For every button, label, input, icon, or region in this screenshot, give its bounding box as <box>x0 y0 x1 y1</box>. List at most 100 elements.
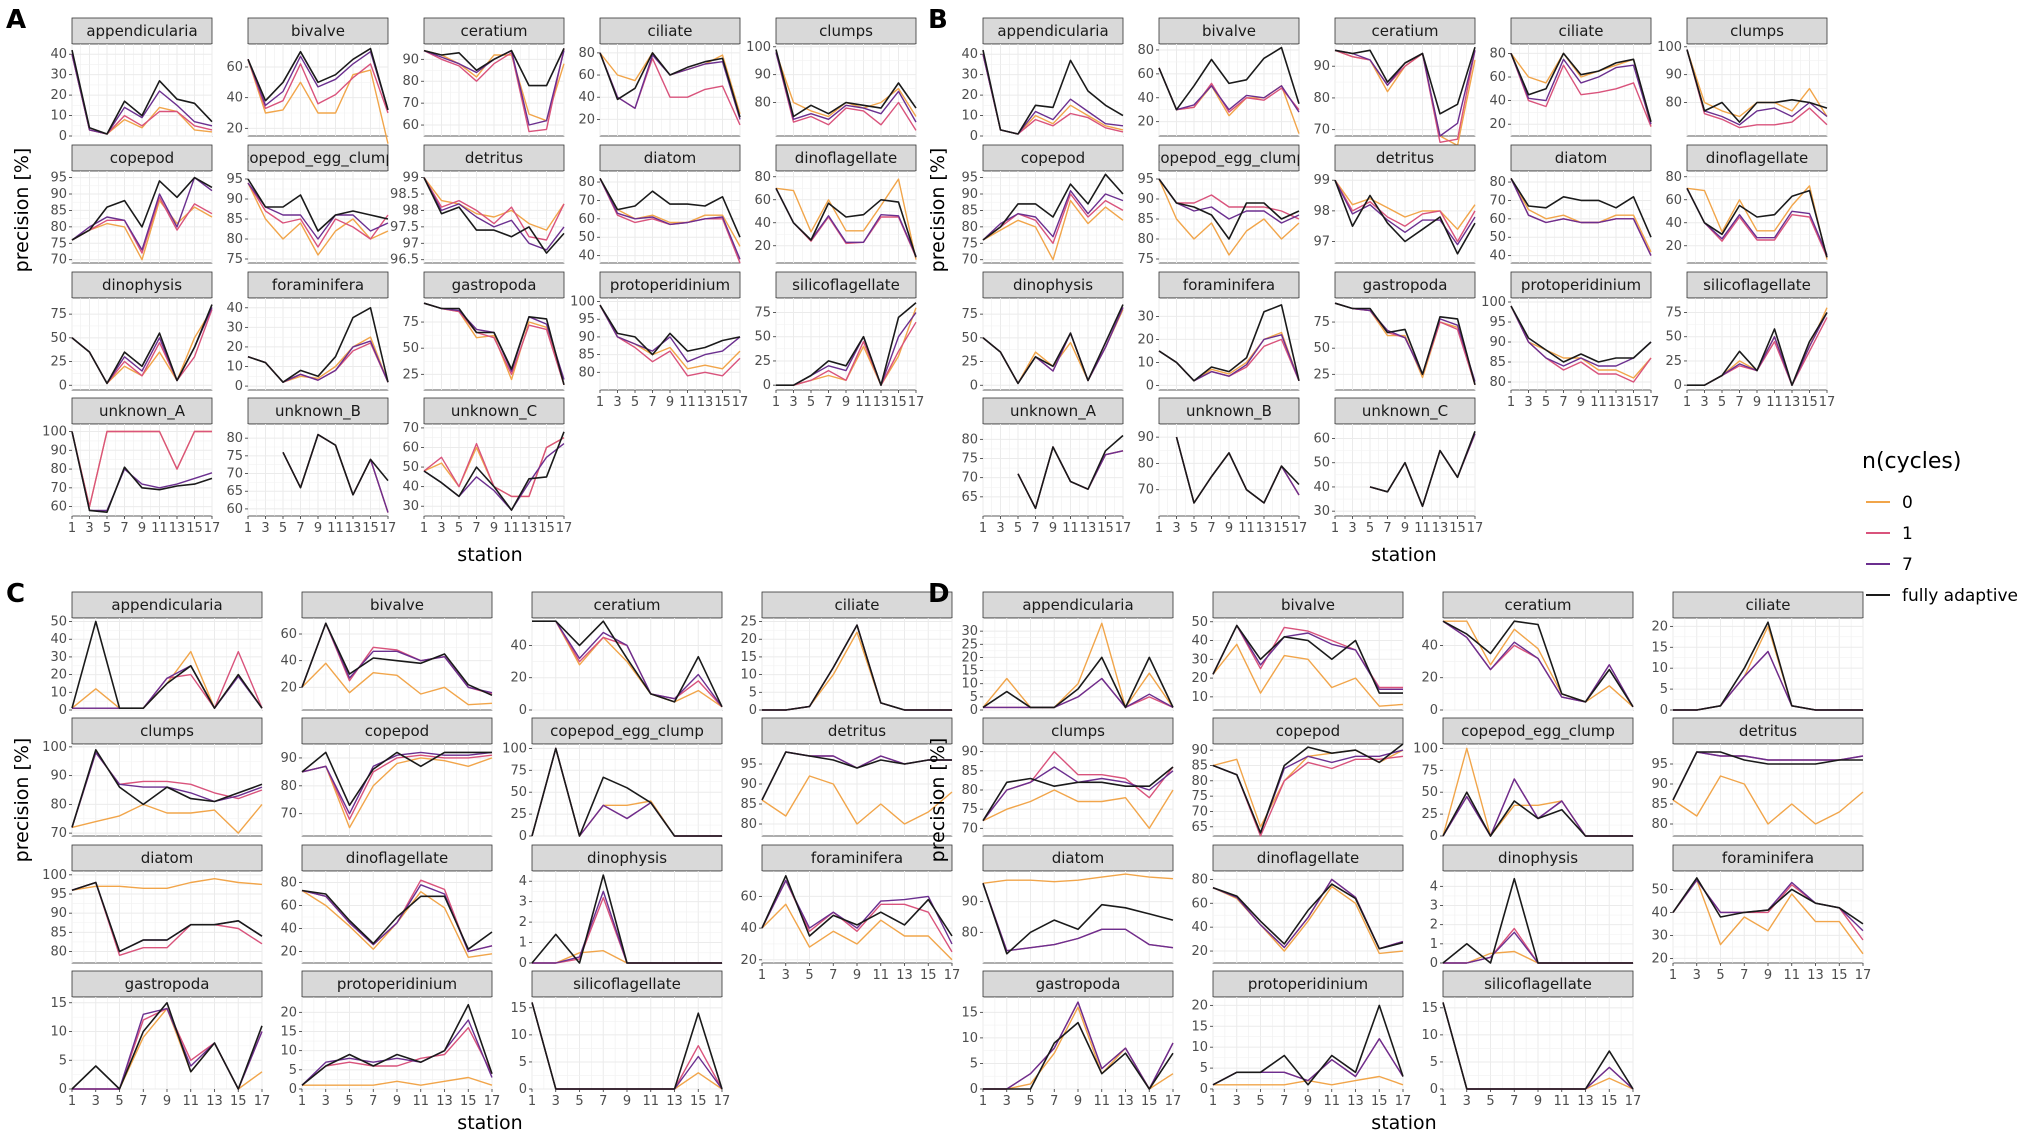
facet-foraminifera: foraminifera 0 10 20 30 40 <box>226 271 389 394</box>
y-tick-label: 75 <box>50 236 67 251</box>
y-tick-label: 0 <box>59 703 67 718</box>
y-tick-label: 0 <box>749 703 757 718</box>
y-tick-label: 70 <box>50 481 67 496</box>
facet-strip <box>71 717 263 745</box>
y-tick-label: 80 <box>578 46 595 61</box>
series-line-7 <box>982 883 1174 952</box>
facet-gastropoda: gastropoda 25 50 75 <box>402 271 565 391</box>
x-tick-label: 3 <box>1348 521 1356 536</box>
y-tick-label: 85 <box>50 925 67 940</box>
y-tick-label: 40 <box>740 921 757 936</box>
facet-ceratium: ceratium 60 70 80 90 <box>402 17 565 137</box>
series-line-0 <box>71 878 263 891</box>
facet-title: diatom <box>644 149 697 167</box>
y-tick-label: 60 <box>226 60 243 75</box>
series-line-1 <box>1334 49 1476 143</box>
y-tick-label: 10 <box>50 1025 67 1040</box>
x-tick-label: 13 <box>873 395 890 410</box>
y-tick-label: 20 <box>1191 998 1208 1013</box>
y-tick-label: 98 <box>402 203 419 218</box>
facet-copepod-egg-clump: copepod_egg_clump 0 25 50 75 100 <box>1413 717 1634 844</box>
y-tick-label: 75 <box>1665 306 1682 321</box>
y-tick-label: 25 <box>50 355 67 370</box>
gridlines <box>531 618 723 711</box>
series-line-fully-adaptive <box>301 622 493 697</box>
series-line-fully-adaptive <box>761 875 953 937</box>
x-tick-label: 15 <box>230 1094 247 1109</box>
x-tick-label: 7 <box>1510 1094 1518 1109</box>
facet-strip <box>1212 970 1404 998</box>
x-tick-label: 7 <box>369 1094 377 1109</box>
y-tick-label: 80 <box>1489 375 1506 390</box>
gridlines <box>423 171 565 263</box>
gridlines <box>1334 298 1476 390</box>
x-tick-label: 11 <box>1238 521 1255 536</box>
y-tick-label: 90 <box>1651 777 1668 792</box>
x-tick-label: 9 <box>138 521 146 536</box>
facet-title: foraminifera <box>811 849 903 867</box>
series-line-fully-adaptive <box>983 1021 1174 1090</box>
series-line-fully-adaptive <box>71 620 263 709</box>
facet-title: detritus <box>1376 149 1434 167</box>
y-axis-title: precision [%] <box>11 148 33 273</box>
series-line-fully-adaptive <box>762 624 952 711</box>
facet-title: foraminifera <box>272 276 364 294</box>
y-tick-label: 97.5 <box>390 220 419 235</box>
y-tick-label: 60 <box>1137 67 1154 82</box>
y-tick-label: 70 <box>1489 193 1506 208</box>
facet-strip <box>1158 144 1300 172</box>
series-line-fully-adaptive <box>982 656 1174 709</box>
facet-title: dinophysis <box>1498 849 1578 867</box>
y-tick-label: 90 <box>280 751 297 766</box>
facet-diatom: diatom 80 90 <box>961 844 1174 964</box>
y-tick-label: 90 <box>1665 68 1682 83</box>
y-tick-label: 90 <box>1191 743 1208 758</box>
y-tick-label: 80 <box>280 779 297 794</box>
series-line-7 <box>71 54 213 135</box>
series-line-7 <box>983 1001 1174 1090</box>
x-tick-label: 17 <box>1625 1094 1642 1109</box>
y-tick-label: 95 <box>50 171 67 186</box>
y-tick-label: 50 <box>1313 456 1330 471</box>
x-tick-label: 15 <box>714 395 731 410</box>
y-tick-label: 4 <box>519 874 527 889</box>
x-tick-label: 7 <box>599 1094 607 1109</box>
series-line-fully-adaptive <box>1686 187 1828 258</box>
facet-dinoflagellate: dinoflagellate 20 40 60 80 <box>280 844 493 964</box>
facet-title: bivalve <box>1202 22 1256 40</box>
series-line-fully-adaptive <box>423 302 565 386</box>
y-tick-label: 25 <box>754 354 771 369</box>
facet-title: diatom <box>1555 149 1608 167</box>
facet-strip <box>301 844 493 872</box>
y-tick-label: 30 <box>402 499 419 514</box>
facet-strip <box>71 271 213 299</box>
y-tick-label: 95 <box>961 171 978 186</box>
facet-detritus: detritus 80 85 90 95 <box>740 717 953 837</box>
facet-strip <box>247 17 389 45</box>
legend-item: fully adaptive <box>1866 586 2018 606</box>
facet-title: detritus <box>465 149 523 167</box>
legend-label: 7 <box>1902 555 1913 575</box>
facet-strip <box>71 17 213 45</box>
y-tick-label: 75 <box>961 307 978 322</box>
gridlines <box>1442 744 1634 837</box>
facet-ciliate: ciliate 20 40 60 80 <box>578 17 741 137</box>
y-tick-label: 40 <box>280 922 297 937</box>
facet-title: ciliate <box>1558 22 1603 40</box>
y-tick-label: 40 <box>961 47 978 62</box>
x-tick-label: 11 <box>872 968 889 983</box>
y-tick-label: 40 <box>1137 91 1154 106</box>
x-tick-label: 5 <box>1256 1094 1264 1109</box>
y-tick-label: 75 <box>226 449 243 464</box>
facet-title: clumps <box>1051 722 1105 740</box>
y-tick-label: 10 <box>1651 661 1668 676</box>
facet-title: bivalve <box>370 596 424 614</box>
y-tick-label: 60 <box>578 68 595 83</box>
series-line-fully-adaptive <box>301 1003 493 1086</box>
facet-strip <box>599 271 741 299</box>
series-line-fully-adaptive <box>1334 46 1476 115</box>
series-line-fully-adaptive <box>71 1002 263 1090</box>
x-tick-label: 7 <box>296 521 304 536</box>
x-tick-label: 7 <box>1280 1094 1288 1109</box>
